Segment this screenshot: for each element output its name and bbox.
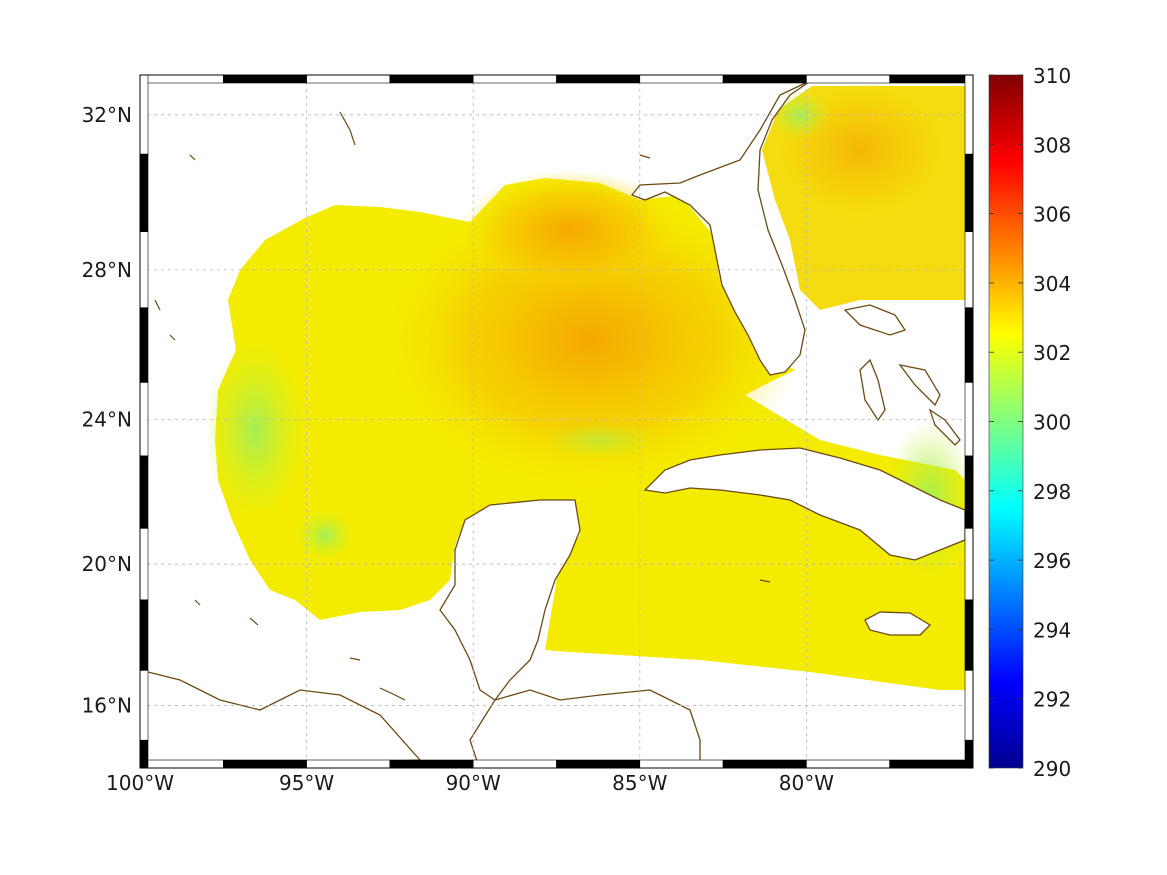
frame-segment-left: [139, 528, 149, 601]
frame-segment-right: [964, 599, 974, 671]
frame-segment-top: [306, 74, 391, 84]
small-islands: [154, 111, 771, 701]
latitude-label: 16°N: [82, 693, 132, 717]
frame-segment-top: [806, 74, 891, 84]
latitude-label: 32°N: [82, 103, 132, 127]
frame-segment-right: [964, 528, 974, 601]
central-america: [140, 669, 422, 768]
colorbar-tick-label: 304: [1033, 272, 1071, 296]
frame-segment-top: [389, 74, 474, 84]
frame-segment-left: [139, 455, 149, 529]
frame-segment-left: [139, 74, 149, 155]
longitude-label: 100°W: [106, 771, 174, 795]
bahamas-exuma: [928, 408, 961, 446]
frame-segment-top: [472, 74, 557, 84]
bahamas-andros: [859, 358, 886, 422]
longitude-labels: 100°W 95°W 90°W 85°W 80°W: [106, 771, 834, 795]
frame-segment-top: [556, 74, 641, 84]
frame-segment-right: [964, 455, 974, 529]
longitude-label: 85°W: [612, 771, 667, 795]
map-frame: [139, 74, 974, 769]
frame-segment-left: [139, 231, 149, 309]
frame-segment-top: [139, 74, 224, 84]
colorbar-tick-label: 292: [1033, 688, 1071, 712]
frame-segment-left: [139, 670, 149, 741]
frame-segment-top: [223, 74, 307, 84]
land: [140, 79, 966, 768]
longitude-label: 95°W: [279, 771, 334, 795]
colorbar: [988, 74, 1024, 769]
frame-segment-bottom: [472, 759, 557, 769]
frame-segment-bottom: [389, 759, 474, 769]
latitude-label: 24°N: [82, 407, 132, 431]
cool-patch-bay: [295, 510, 355, 560]
florida: [630, 79, 813, 376]
frame-segment-right: [964, 74, 974, 155]
colorbar-tick-label: 298: [1033, 480, 1071, 504]
sst-field: [140, 79, 973, 768]
latitude-label: 28°N: [82, 258, 132, 282]
colorbar-tick-label: 306: [1033, 203, 1071, 227]
frame-segment-top: [722, 74, 807, 84]
cool-patch-west: [205, 340, 305, 520]
frame-segment-top: [889, 74, 974, 84]
colorbar-ticks: 310 308 306 304 302 300 298 296 294 292 290: [989, 64, 1071, 781]
graticule: [140, 75, 973, 768]
jamaica: [864, 611, 932, 636]
colorbar-tick-label: 296: [1033, 549, 1071, 573]
bahamas-eleuthera: [898, 364, 941, 407]
yucatan: [439, 499, 581, 701]
colorbar-tick-label: 290: [1033, 757, 1071, 781]
latitude-labels: 32°N 28°N 24°N 20°N 16°N: [82, 103, 132, 718]
frame-segment-right: [964, 307, 974, 383]
frame-segment-bottom: [722, 759, 807, 769]
frame-segment-right: [964, 739, 974, 769]
frame-segment-right: [964, 670, 974, 741]
frame-segment-left: [139, 153, 149, 233]
honduras-coast: [469, 689, 701, 768]
frame-segment-bottom: [223, 759, 307, 769]
bahamas-abaco: [843, 304, 907, 336]
colorbar-tick-label: 294: [1033, 618, 1071, 642]
frame-segment-left: [139, 307, 149, 383]
colorbar-tick-label: 308: [1033, 133, 1071, 157]
frame-segment-right: [964, 382, 974, 457]
frame-segment-top: [639, 74, 724, 84]
latitude-label: 20°N: [82, 552, 132, 576]
frame-segment-bottom: [556, 759, 641, 769]
frame-segment-left: [139, 599, 149, 671]
frame-segment-bottom: [639, 759, 724, 769]
longitude-label: 80°W: [779, 771, 834, 795]
frame-segment-bottom: [139, 759, 224, 769]
map-border: [139, 74, 974, 769]
longitude-label: 90°W: [446, 771, 501, 795]
frame-segment-right: [964, 153, 974, 233]
cool-patch-yucatan: [540, 420, 660, 460]
colorbar-tick-label: 302: [1033, 341, 1071, 365]
frame-segment-bottom: [889, 759, 974, 769]
frame-segment-left: [139, 382, 149, 457]
warm-core-north: [460, 170, 680, 290]
colorbar-tick-label: 310: [1033, 64, 1071, 88]
frame-segment-bottom: [306, 759, 391, 769]
frame-segment-right: [964, 231, 974, 309]
frame-segment-left: [139, 739, 149, 769]
frame-segment-bottom: [806, 759, 891, 769]
colorbar-tick-label: 300: [1033, 411, 1071, 435]
